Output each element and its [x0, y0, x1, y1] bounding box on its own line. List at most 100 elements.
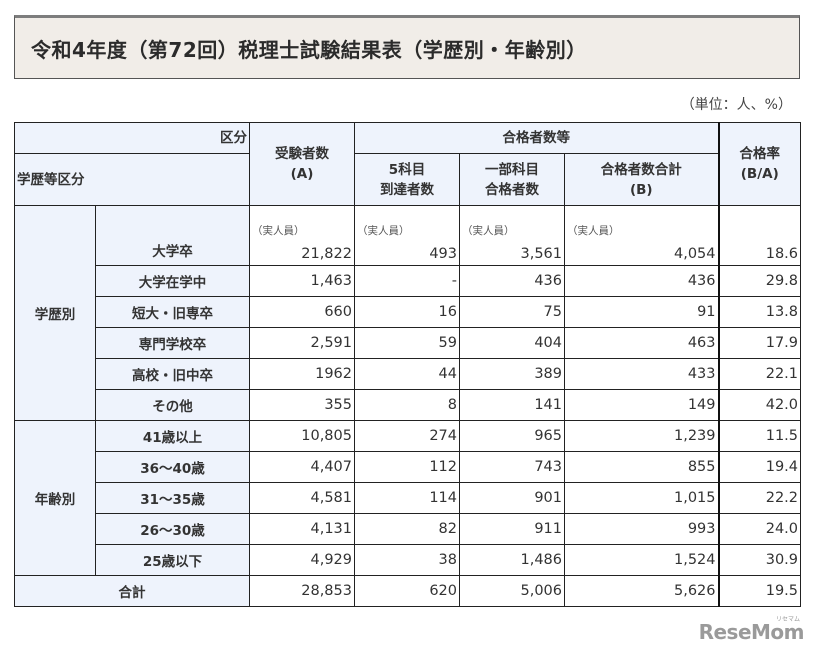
- logo-ruby: リセマム: [775, 616, 800, 623]
- cell-examinees: 4,929: [249, 544, 355, 576]
- table-row-total: 合計 28,853 620 5,006 5,626 19.5: [14, 575, 802, 607]
- table-row: 年齢別 41歳以上 10,805 274 965 1,239 11.5: [14, 420, 802, 576]
- table-row: 高校・旧中卒 1962 44 389 433 22.1: [15, 358, 802, 390]
- header-five-subjects-label: 5科目: [388, 161, 426, 178]
- cell-partial: 75: [459, 296, 565, 328]
- header-five-subjects-sub: 到達者数: [380, 181, 434, 198]
- header-row-2: 学歴等区分 5科目 到達者数 一部科目 合格者数 合格者数合計 (B): [14, 153, 801, 206]
- table-row: 36〜40歳 4,407 112 743 855 19.4: [15, 451, 802, 483]
- resemom-logo: ReseMom リセマム: [698, 616, 805, 644]
- cell-examinees: 1,463: [249, 265, 355, 297]
- header-passers-group: 合格者数等: [353, 122, 720, 154]
- row-label: 31〜35歳: [95, 482, 250, 514]
- page-title: 令和4年度（第72回）税理士試験結果表（学歴別・年齢別）: [31, 37, 587, 62]
- table-row: 大学在学中 1,463 - 436 436 29.8: [15, 265, 802, 297]
- cell-partial: 901: [459, 482, 565, 514]
- cell-rate: 29.8: [717, 265, 802, 297]
- cell-partial: 743: [459, 451, 565, 483]
- cell-total: 433: [563, 358, 720, 390]
- cell-total: 855: [563, 451, 720, 483]
- cell-five: （実人員） 493: [354, 205, 460, 266]
- header-kubun: 区分: [14, 122, 250, 154]
- row-label: 高校・旧中卒: [95, 358, 250, 390]
- cell-rate: 42.0: [717, 389, 802, 421]
- cell-total: 436: [563, 265, 720, 297]
- cell-five: 82: [354, 513, 460, 545]
- cell-examinees: 355: [249, 389, 355, 421]
- cell-partial: 5,006: [459, 575, 565, 607]
- note-jitsujinin: （実人員）: [357, 225, 410, 237]
- cell-five: 44: [354, 358, 460, 390]
- row-label: 大学卒: [95, 205, 250, 266]
- cell-rate: 22.1: [717, 358, 802, 390]
- header-passers-total-sub: (B): [629, 181, 653, 198]
- row-label: 大学在学中: [95, 265, 250, 297]
- cell-partial: 389: [459, 358, 565, 390]
- row-label: 41歳以上: [95, 420, 250, 452]
- cell-total: 1,524: [563, 544, 720, 576]
- logo-text: ReseMom: [698, 620, 805, 644]
- cell-five: 38: [354, 544, 460, 576]
- cell-partial: 1,486: [459, 544, 565, 576]
- header-examinees-sub: (A): [290, 166, 314, 182]
- header-partial-subjects: 一部科目 合格者数: [459, 153, 565, 206]
- cell-total: 463: [563, 327, 720, 359]
- group-education: 学歴別: [14, 205, 96, 421]
- cell-examinees: 660: [249, 296, 355, 328]
- table-row: 25歳以下 4,929 38 1,486 1,524 30.9: [15, 544, 802, 576]
- header-pass-rate-label: 合格率: [739, 146, 781, 162]
- cell-total: 1,239: [563, 420, 720, 452]
- table-row: 学歴別 大学卒 （実人員） 21,822 （実人員） 493 （実人員） 3,5…: [14, 205, 802, 421]
- cell-examinees: 28,853: [249, 575, 355, 607]
- cell-rate: 17.9: [717, 327, 802, 359]
- cell-rate: 19.5: [717, 575, 802, 607]
- note-jitsujinin: （実人員）: [252, 225, 305, 237]
- group-age: 年齢別: [14, 420, 96, 576]
- cell-partial: 436: [459, 265, 565, 297]
- cell-examinees: 2,591: [249, 327, 355, 359]
- cell-examinees: （実人員） 21,822: [249, 205, 355, 266]
- table-row: 31〜35歳 4,581 114 901 1,015 22.2: [15, 482, 802, 514]
- cell-rate: 18.6: [717, 205, 802, 266]
- table-row: 短大・旧専卒 660 16 75 91 13.8: [15, 296, 802, 328]
- header-examinees: 受験者数 (A): [249, 122, 355, 206]
- cell-rate: 24.0: [717, 513, 802, 545]
- cell-partial: 404: [459, 327, 565, 359]
- cell-examinees: 4,581: [249, 482, 355, 514]
- unit-note: （単位：人、%）: [680, 97, 792, 113]
- cell-five: 114: [354, 482, 460, 514]
- cell-total: 1,015: [563, 482, 720, 514]
- cell-total: 91: [563, 296, 720, 328]
- cell-rate: 11.5: [717, 420, 802, 452]
- cell-total: 5,626: [563, 575, 720, 607]
- row-label: 短大・旧専卒: [95, 296, 250, 328]
- header-row-1: 区分 受験者数 (A) 合格者数等 合格率 (B/A): [14, 122, 802, 206]
- cell-partial: 965: [459, 420, 565, 452]
- row-label: 36〜40歳: [95, 451, 250, 483]
- cell-five: 274: [354, 420, 460, 452]
- header-gakureki-kubun: 学歴等区分: [14, 153, 250, 206]
- cell-examinees: 10,805: [249, 420, 355, 452]
- header-passers-total: 合格者数合計 (B): [563, 153, 720, 206]
- row-label: その他: [95, 389, 250, 421]
- cell-five: 16: [354, 296, 460, 328]
- note-jitsujinin: （実人員）: [567, 225, 620, 237]
- cell-total: 149: [563, 389, 720, 421]
- cell-partial: 141: [459, 389, 565, 421]
- value: 4,054: [674, 246, 716, 262]
- header-pass-rate: 合格率 (B/A): [717, 122, 802, 206]
- cell-five: 8: [354, 389, 460, 421]
- header-partial-subjects-sub: 合格者数: [485, 181, 539, 198]
- cell-examinees: 4,407: [249, 451, 355, 483]
- cell-rate: 13.8: [717, 296, 802, 328]
- cell-five: 59: [354, 327, 460, 359]
- cell-rate: 22.2: [717, 482, 802, 514]
- value: 3,561: [520, 246, 562, 262]
- header-five-subjects: 5科目 到達者数: [354, 153, 460, 206]
- table-row: 専門学校卒 2,591 59 404 463 17.9: [15, 327, 802, 359]
- cell-total: （実人員） 4,054: [563, 205, 720, 266]
- cell-rate: 30.9: [717, 544, 802, 576]
- header-pass-rate-sub: (B/A): [740, 166, 779, 182]
- note-jitsujinin: （実人員）: [462, 225, 515, 237]
- value: 493: [429, 246, 457, 262]
